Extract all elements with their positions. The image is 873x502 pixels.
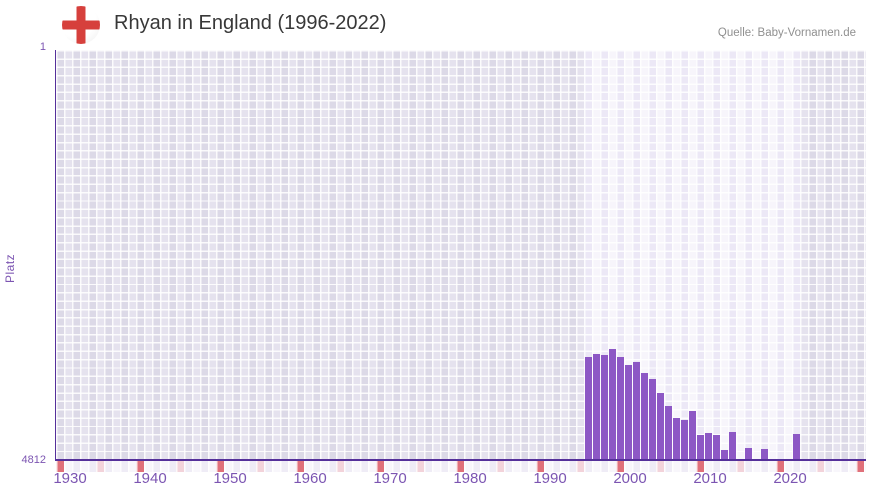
plot-area xyxy=(56,50,866,459)
bar-2008[interactable] xyxy=(681,419,688,459)
bar-2013[interactable] xyxy=(721,450,728,459)
bar-2002[interactable] xyxy=(633,362,640,459)
x-tick-2010: 2010 xyxy=(693,470,727,487)
bar-2014[interactable] xyxy=(729,431,736,459)
x-tick-2000: 2000 xyxy=(613,470,647,487)
bar-1997[interactable] xyxy=(593,353,600,459)
source-attribution: Quelle: Baby-Vornamen.de xyxy=(717,27,856,39)
x-tick-1940: 1940 xyxy=(133,470,167,487)
bar-1996[interactable] xyxy=(585,356,592,459)
bar-2005[interactable] xyxy=(657,392,664,459)
bar-2000[interactable] xyxy=(617,357,624,459)
bar-2007[interactable] xyxy=(673,418,680,459)
flag-cross-horizontal xyxy=(62,20,100,30)
y-axis-top-tick: 1 xyxy=(39,41,46,53)
x-tick-1950: 1950 xyxy=(213,470,247,487)
gridlines xyxy=(56,50,866,459)
x-axis-tick-labels: 1930 1940 1950 1960 1970 1980 1990 2000 2010 2020 xyxy=(0,470,873,494)
bar-2010[interactable] xyxy=(697,435,704,459)
marker-strip-gridlines xyxy=(56,461,866,472)
x-tick-1970: 1970 xyxy=(373,470,407,487)
england-flag-icon xyxy=(62,6,100,44)
x-tick-1960: 1960 xyxy=(293,470,327,487)
bar-1998[interactable] xyxy=(601,355,608,459)
y-axis-title: Platz xyxy=(3,253,17,283)
bar-2006[interactable] xyxy=(665,406,672,459)
bar-2004[interactable] xyxy=(649,378,656,459)
x-tick-1990: 1990 xyxy=(533,470,567,487)
x-tick-1980: 1980 xyxy=(453,470,487,487)
bar-2009[interactable] xyxy=(689,411,696,459)
bar-2011[interactable] xyxy=(705,432,712,459)
chart-header: Rhyan in England (1996-2022) Quelle: Bab… xyxy=(0,0,873,50)
chart-title: Rhyan in England (1996-2022) xyxy=(114,12,387,34)
bars-container xyxy=(56,50,866,459)
y-axis-bottom-tick: 4812 xyxy=(21,454,46,466)
x-axis-marker-strip xyxy=(56,461,866,472)
x-axis-line xyxy=(55,458,866,461)
x-tick-1930: 1930 xyxy=(53,470,87,487)
bar-2012[interactable] xyxy=(713,434,720,459)
bar-2001[interactable] xyxy=(625,364,632,459)
bar-2022[interactable] xyxy=(793,434,800,459)
bar-2018[interactable] xyxy=(761,448,768,459)
x-tick-2020: 2020 xyxy=(773,470,807,487)
bar-2003[interactable] xyxy=(641,373,648,459)
bar-2016[interactable] xyxy=(745,447,752,459)
bar-1999[interactable] xyxy=(609,349,616,459)
y-axis-line xyxy=(54,50,56,460)
